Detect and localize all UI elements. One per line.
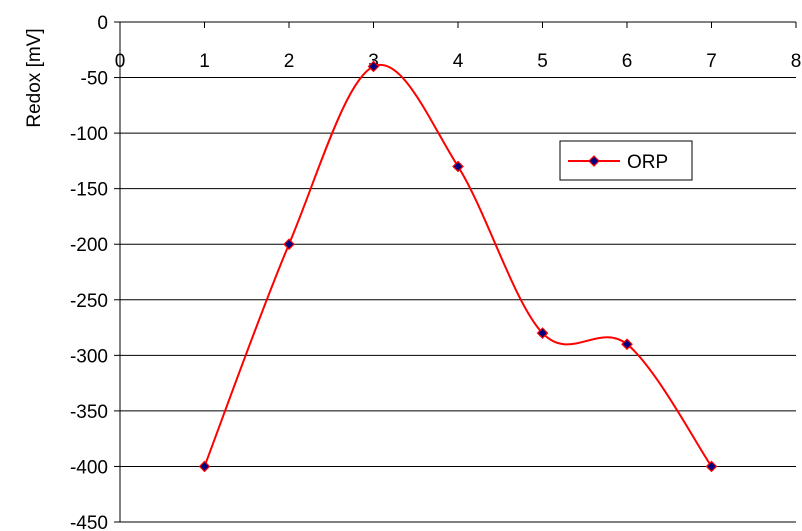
x-tick-label-4: 4 — [453, 51, 464, 72]
data-point-0-2 — [367, 60, 380, 73]
x-tick-label-7: 7 — [706, 51, 717, 72]
y-axis-title: Redox [mV] — [24, 28, 45, 127]
y-tick-label-4: -200 — [70, 235, 108, 256]
x-tick-label-5: 5 — [537, 51, 548, 72]
series-layer — [198, 60, 718, 473]
axes — [114, 21, 797, 523]
x-tick-label-0: 0 — [115, 51, 126, 72]
y-tick-label-1: -50 — [81, 69, 108, 90]
gridlines — [120, 77, 796, 467]
x-tick-label-6: 6 — [622, 51, 633, 72]
data-point-0-1 — [283, 238, 295, 251]
legend: ORP — [559, 140, 693, 181]
data-point-0-6 — [705, 460, 718, 473]
y-tick-label-8: -400 — [70, 457, 108, 478]
y-tick-label-6: -300 — [70, 346, 108, 367]
x-tick-labels: 012345678 — [115, 51, 802, 72]
data-point-0-4 — [536, 327, 549, 339]
y-tick-label-2: -100 — [70, 124, 108, 145]
y-tick-label-9: -450 — [70, 513, 108, 531]
x-tick-label-8: 8 — [791, 51, 802, 72]
data-point-0-3 — [452, 160, 464, 173]
x-tick-label-1: 1 — [199, 51, 210, 72]
y-tick-label-3: -150 — [70, 180, 108, 201]
data-point-0-0 — [198, 460, 211, 473]
legend-marker-orp — [588, 155, 600, 167]
y-tick-label-7: -350 — [70, 402, 108, 423]
y-tick-label-5: -250 — [70, 291, 108, 312]
legend-label-orp: ORP — [627, 152, 668, 173]
y-tick-label-0: 0 — [97, 13, 108, 34]
data-point-0-5 — [621, 338, 633, 351]
series-line-0 — [203, 63, 713, 468]
x-tick-label-2: 2 — [284, 51, 295, 72]
y-tick-labels: 0 -50 -100 -150 -200 -250 -300 -350 -400 -450 — [70, 13, 108, 531]
